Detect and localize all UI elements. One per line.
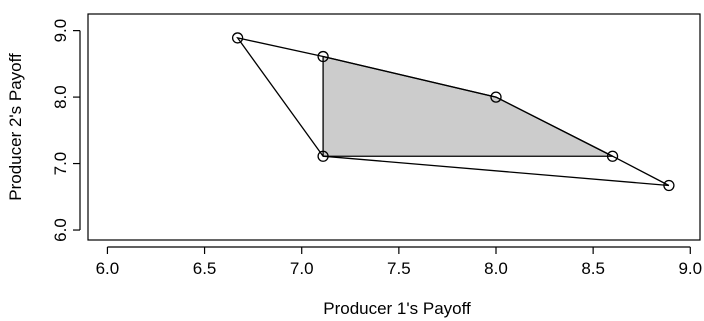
x-tick-label: 8.0 (484, 259, 508, 278)
y-tick-label: 6.0 (51, 218, 70, 242)
payoff-point (663, 179, 675, 192)
x-axis-label: Producer 1's Payoff (323, 299, 471, 318)
x-tick-label: 6.0 (96, 259, 120, 278)
payoff-points (231, 32, 675, 192)
shaded-region (323, 56, 613, 157)
payoff-point (231, 32, 244, 44)
payoff-point (606, 150, 619, 162)
x-tick-label: 9.0 (678, 259, 702, 278)
x-tick-label: 6.5 (193, 259, 217, 278)
payoff-point (490, 91, 502, 103)
y-tick-label: 9.0 (51, 19, 70, 43)
payoff-point (317, 50, 329, 63)
y-tick-label: 8.0 (51, 85, 70, 109)
x-tick-label: 8.5 (581, 259, 605, 278)
y-axis-label: Producer 2's Payoff (6, 53, 25, 201)
x-tick-label: 7.0 (290, 259, 314, 278)
y-axis: 6.0 7.0 8.0 9.0 (51, 19, 81, 242)
y-tick-label: 7.0 (51, 152, 70, 176)
payoff-point (317, 150, 329, 162)
x-tick-label: 7.5 (387, 259, 411, 278)
plot-frame (87, 13, 701, 241)
x-axis: 6.0 6.5 7.0 7.5 8.0 8.5 9.0 (96, 246, 702, 278)
feasible-set-outline (236, 36, 670, 187)
